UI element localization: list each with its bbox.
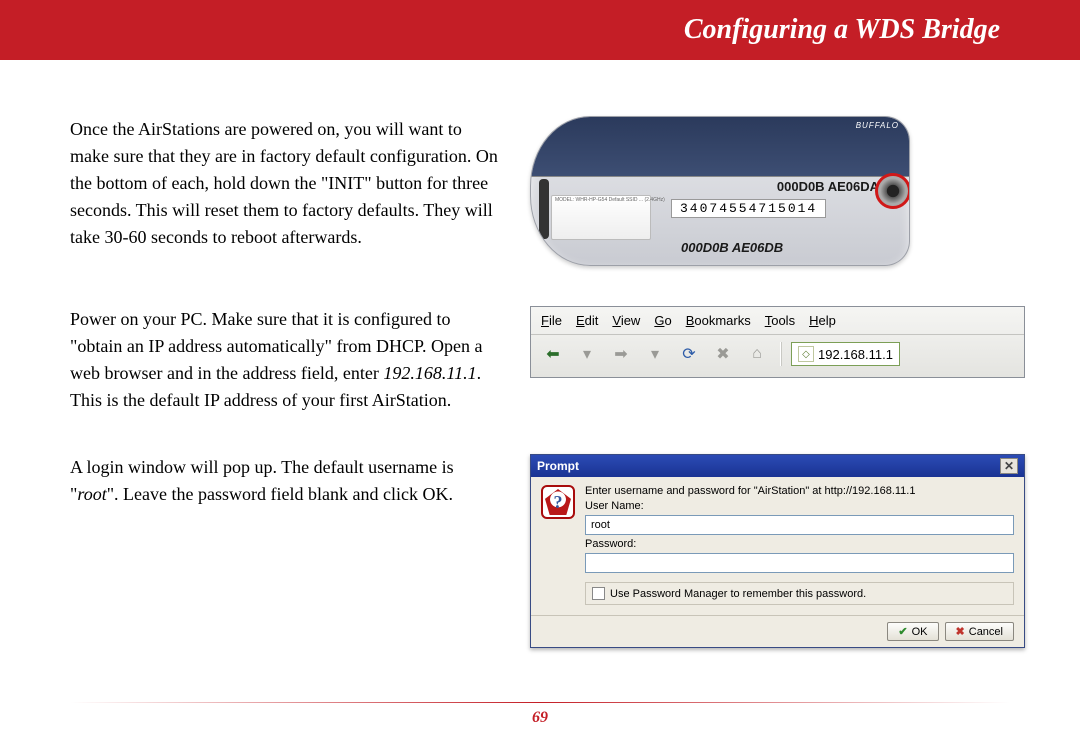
menu-go[interactable]: Go <box>654 313 671 328</box>
browser-menubar: File Edit View Go Bookmarks Tools Help <box>531 307 1024 335</box>
back-button[interactable]: ⬅ <box>539 341 567 367</box>
home-button[interactable]: ⌂ <box>743 341 771 367</box>
remember-row[interactable]: Use Password Manager to remember this pa… <box>585 582 1014 605</box>
menu-view[interactable]: View <box>612 313 640 328</box>
browser-toolbar: ⬅ ▾ ➡ ▾ ⟳ ✖ ⌂ ◇ 192.168.11.1 <box>531 335 1024 377</box>
prompt-fields: Enter username and password for "AirStat… <box>585 485 1014 605</box>
device-model-text: MODEL: WHR-HP-G54 Default SSID ... (2.4G… <box>555 197 665 203</box>
forward-button[interactable]: ➡ <box>607 341 635 367</box>
section-factory-reset: Once the AirStations are powered on, you… <box>70 116 1010 266</box>
auth-prompt-dialog: Prompt ✕ ? Enter username and password f… <box>530 454 1025 648</box>
page-icon: ◇ <box>798 346 814 362</box>
toolbar-separator <box>780 342 782 366</box>
device-side-slot <box>539 179 549 239</box>
menu-file[interactable]: File <box>541 313 562 328</box>
browser-window: File Edit View Go Bookmarks Tools Help ⬅… <box>530 306 1025 378</box>
close-button[interactable]: ✕ <box>1000 458 1018 474</box>
device-mac-bottom: 000D0B AE06DB <box>681 240 783 255</box>
menu-bookmarks[interactable]: Bookmarks <box>686 313 751 328</box>
page-number: 69 <box>0 709 1080 727</box>
para3-root: root <box>77 484 106 504</box>
section-browser: Power on your PC. Make sure that it is c… <box>70 306 1010 414</box>
cancel-button[interactable]: ✖ Cancel <box>945 622 1014 641</box>
remember-checkbox[interactable] <box>592 587 605 600</box>
page-content: Once the AirStations are powered on, you… <box>0 60 1080 648</box>
airstation-device-illustration: BUFFALO MODEL: WHR-HP-G54 Default SSID .… <box>530 116 910 266</box>
footer: 69 <box>0 702 1080 727</box>
ok-button[interactable]: ✔ OK <box>887 622 938 641</box>
menu-tools[interactable]: Tools <box>765 313 795 328</box>
para3-text-b: ". Leave the password field blank and cl… <box>107 484 453 504</box>
paragraph-3: A login window will pop up. The default … <box>70 454 500 508</box>
check-icon: ✔ <box>898 625 907 638</box>
x-icon: ✖ <box>956 625 965 638</box>
address-text: 192.168.11.1 <box>818 347 893 362</box>
menu-edit[interactable]: Edit <box>576 313 598 328</box>
prompt-body: ? Enter username and password for "AirSt… <box>531 477 1024 615</box>
device-brand-label: BUFFALO <box>856 121 899 130</box>
stop-button[interactable]: ✖ <box>709 341 737 367</box>
prompt-message: Enter username and password for "AirStat… <box>585 485 1014 497</box>
question-icon: ? <box>541 485 575 519</box>
device-mac-top: 000D0B AE06DA <box>777 179 879 194</box>
paragraph-1: Once the AirStations are powered on, you… <box>70 116 500 251</box>
username-label: User Name: <box>585 500 1014 512</box>
browser-image-wrap: File Edit View Go Bookmarks Tools Help ⬅… <box>530 306 1025 378</box>
prompt-button-row: ✔ OK ✖ Cancel <box>531 615 1024 647</box>
cancel-label: Cancel <box>969 626 1003 638</box>
username-field[interactable] <box>585 515 1014 535</box>
device-image-wrap: BUFFALO MODEL: WHR-HP-G54 Default SSID .… <box>530 116 1010 266</box>
header-bar: Configuring a WDS Bridge <box>0 0 1080 60</box>
remember-label: Use Password Manager to remember this pa… <box>610 588 866 600</box>
prompt-image-wrap: Prompt ✕ ? Enter username and password f… <box>530 454 1025 648</box>
section-login: A login window will pop up. The default … <box>70 454 1010 648</box>
footer-divider <box>70 702 1010 703</box>
password-field[interactable] <box>585 553 1014 573</box>
forward-dropdown-icon[interactable]: ▾ <box>641 341 669 367</box>
address-bar[interactable]: ◇ 192.168.11.1 <box>791 342 900 366</box>
device-top-shell: BUFFALO <box>531 117 909 177</box>
prompt-titlebar: Prompt ✕ <box>531 455 1024 477</box>
device-serial: 34074554715014 <box>671 199 826 218</box>
init-button-circled <box>875 173 910 209</box>
menu-help[interactable]: Help <box>809 313 836 328</box>
page-title: Configuring a WDS Bridge <box>684 14 1000 46</box>
para2-ip: 192.168.11.1 <box>383 363 476 383</box>
password-label: Password: <box>585 538 1014 550</box>
reload-button[interactable]: ⟳ <box>675 341 703 367</box>
prompt-title: Prompt <box>537 459 579 473</box>
ok-label: OK <box>912 626 928 638</box>
paragraph-2: Power on your PC. Make sure that it is c… <box>70 306 500 414</box>
back-dropdown-icon[interactable]: ▾ <box>573 341 601 367</box>
